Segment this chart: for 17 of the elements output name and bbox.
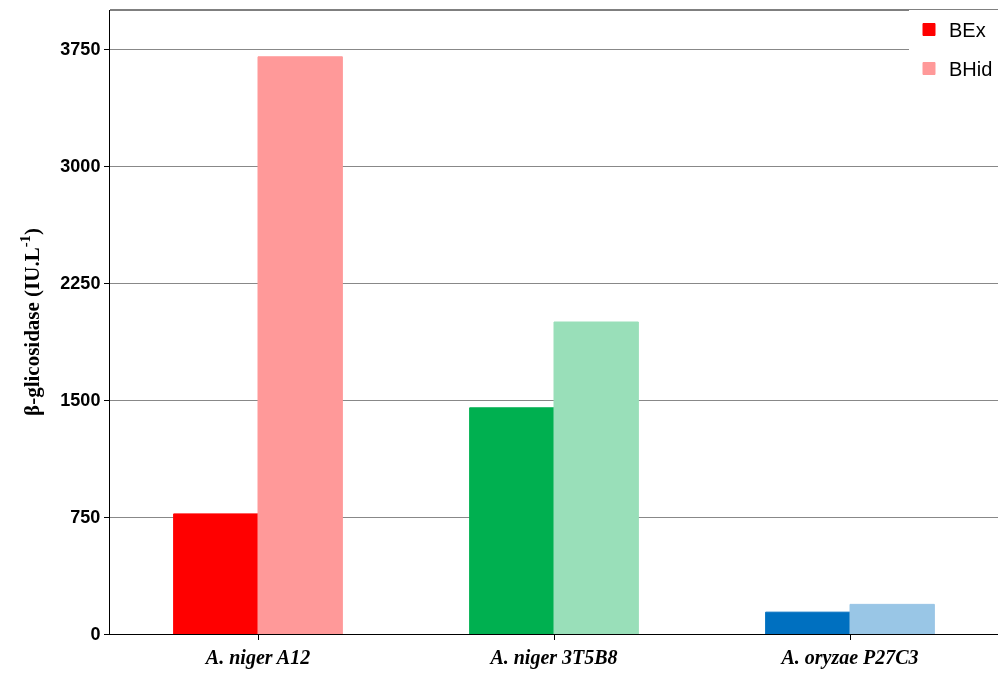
- bar: [469, 407, 555, 634]
- legend-label: BHid: [949, 58, 993, 81]
- y-tick-label: 0: [90, 624, 101, 645]
- y-tick-label: 1500: [60, 390, 101, 411]
- y-tick-label: 2250: [60, 273, 101, 294]
- bar: [849, 603, 935, 634]
- bar: [765, 611, 851, 634]
- legend-label: BEx: [949, 19, 986, 42]
- y-tick-label: 3750: [60, 39, 101, 60]
- x-tick-label: A. oryzae P27C3: [779, 646, 919, 669]
- x-tick-label: A. niger 3T5B8: [488, 646, 618, 669]
- bar: [173, 513, 259, 634]
- x-tick-label: A. niger A12: [203, 646, 311, 669]
- y-tick-label: 750: [70, 507, 101, 528]
- y-tick-label: 3000: [60, 156, 101, 177]
- bar: [257, 56, 343, 634]
- bar: [553, 321, 639, 634]
